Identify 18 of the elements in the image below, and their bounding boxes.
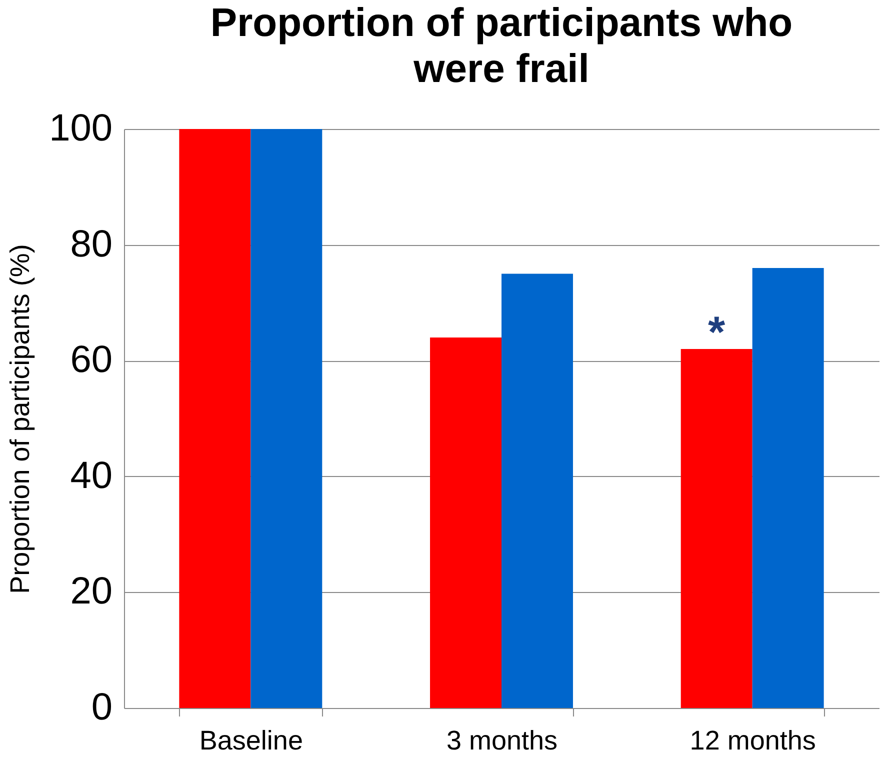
x-tick-label: Baseline	[199, 726, 303, 756]
y-tick-label: 20	[70, 570, 112, 613]
x-tick-label: 12 months	[690, 726, 816, 756]
y-axis-title: Proportion of participants (%)	[5, 244, 36, 594]
bar	[179, 129, 251, 708]
bar	[502, 274, 573, 708]
annotation: *	[708, 308, 726, 358]
bar	[752, 268, 824, 708]
y-tick-label: 40	[70, 454, 112, 497]
x-tick-label: 3 months	[446, 726, 558, 756]
bar	[430, 337, 502, 708]
y-tick-label: 0	[91, 686, 112, 728]
y-tick-label: 60	[70, 339, 112, 382]
bar	[680, 349, 752, 708]
y-tick-label: 100	[49, 108, 112, 150]
y-tick-label: 80	[70, 223, 112, 266]
chart-title: Proportion of participants who were frail	[210, 1, 793, 91]
bar	[250, 129, 322, 708]
